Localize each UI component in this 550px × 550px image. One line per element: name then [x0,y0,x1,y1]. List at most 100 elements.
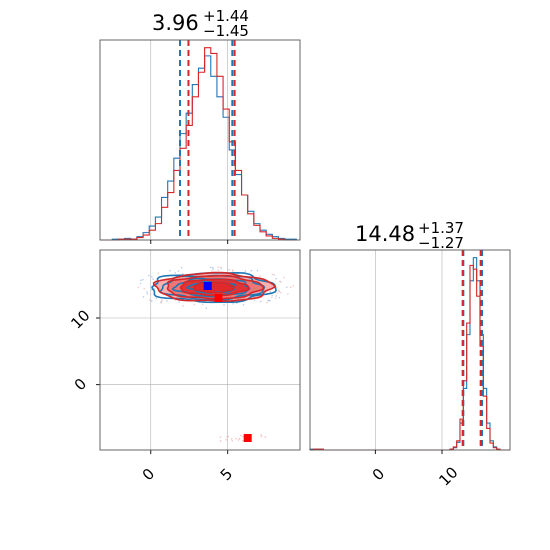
ytick-label-scatter-10: 10 [67,306,93,332]
scatter-sample-point [244,270,247,272]
scatter-sample-point [166,300,168,302]
scatter-sample-point [242,435,244,438]
xtick-label-scatter-5: 5 [217,465,236,484]
scatter-sample-point [283,276,285,279]
scatter-sample-point [193,303,196,306]
scatter-sample-point [276,292,278,294]
histogram-panel-param2 [309,249,511,454]
scatter-sample-point [287,293,289,295]
scatter-sample-point [228,268,231,271]
scatter-sample-point [182,305,184,307]
scatter-sample-point [232,303,234,305]
scatter-sample-point [140,279,142,282]
ytick-label-scatter-0: 0 [71,375,90,394]
scatter-sample-point [231,440,233,442]
contour-line-red-0 [152,271,276,302]
scatter-sample-point [219,266,222,268]
scatter-sample-point [157,272,159,274]
scatter-sample-point [146,291,149,293]
hist1-step-red [100,47,297,241]
scatter-sample-point [137,286,140,289]
scatter-sample-point [271,273,274,276]
scatter-sample-point [217,269,220,271]
scatter-sample-point [273,274,276,276]
xtick-label-scatter-0: 0 [139,465,158,484]
xtick-label-hist2-10: 10 [435,463,461,489]
scatter-sample-point [153,288,156,290]
scatter-sample-point [271,296,273,299]
scatter-sample-point [211,270,213,272]
xtick-label-hist2-0: 0 [369,465,388,484]
scatter-sample-point [211,266,214,269]
scatter-sample-point [240,434,242,437]
histogram-panel-param1 [99,39,301,244]
scatter-sample-point [238,437,241,440]
scatter-sample-point [267,299,270,302]
scatter-sample-point [269,299,271,302]
scatter-sample-point [256,269,259,272]
scatter-sample-point [149,293,152,296]
scatter-sample-point [227,435,230,438]
scatter-sample-point [151,276,153,278]
scatter-sample-point [219,440,222,442]
scatter-sample-point [286,286,288,288]
scatter-sample-point [259,275,262,277]
scatter-sample-point [260,434,262,436]
scatter-sample-point [205,307,208,309]
scatter-sample-point [201,303,204,306]
scatter-sample-point [180,266,183,269]
scatter-sample-point [141,278,144,281]
hist2-frame [309,249,511,451]
scatter-sample-point [231,269,234,271]
title-param2-lower-error: −1.27 [418,234,464,252]
scatter-sample-point [139,282,142,285]
scatter-sample-point [275,277,277,280]
scatter-sample-point [220,267,223,270]
scatter-sample-point [146,292,148,295]
title-param2-upper-error: +1.37 [418,219,464,237]
scatter-sample-point [230,438,233,440]
scatter-sample-point [253,299,256,302]
scatter-sample-point [289,286,292,289]
hist1-frame [99,39,301,241]
scatter-sample-point [150,286,152,288]
scatter-sample-point [161,299,163,301]
scatter-sample-point [169,269,171,272]
scatter-sample-point [217,266,219,269]
title-param1-upper-error: +1.44 [203,7,249,25]
scatter-sample-point [278,289,280,292]
scatter-sample-point [219,436,222,438]
scatter-sample-point [142,296,145,298]
scatter-sample-point [225,438,227,441]
scatter-sample-point [271,294,274,297]
contour-line-red-3 [192,281,236,294]
truth-marker-red-0 [243,434,252,442]
scatter-sample-point [275,295,277,297]
scatter-sample-point [264,436,267,438]
scatter-sample-point [223,304,225,306]
scatter-sample-point [148,299,151,301]
scatter-sample-point [152,278,154,280]
scatter-frame [99,249,301,451]
scatter-sample-point [155,297,158,299]
scatter-sample-point [269,290,272,293]
scatter-sample-point [278,296,281,299]
scatter-sample-point [242,303,245,306]
scatter-sample-point [279,291,282,294]
scatter-sample-point [147,274,150,277]
truth-marker-red-1 [214,294,223,302]
scatter-sample-point [274,297,277,299]
title-param1: 3.96 [152,11,199,35]
title-param1-value: 3.96 [152,11,199,35]
scatter-sample-point [161,300,163,303]
scatter-sample-point [178,301,181,303]
scatter-sample-point [266,301,268,304]
scatter-sample-point [143,287,146,290]
scatter-sample-point [292,284,295,287]
title-param2-value: 14.48 [355,222,415,246]
scatter-sample-point [260,435,263,438]
scatter-sample-point [182,273,184,275]
scatter-sample-point [235,437,237,440]
contour-line-red-1 [166,274,265,300]
